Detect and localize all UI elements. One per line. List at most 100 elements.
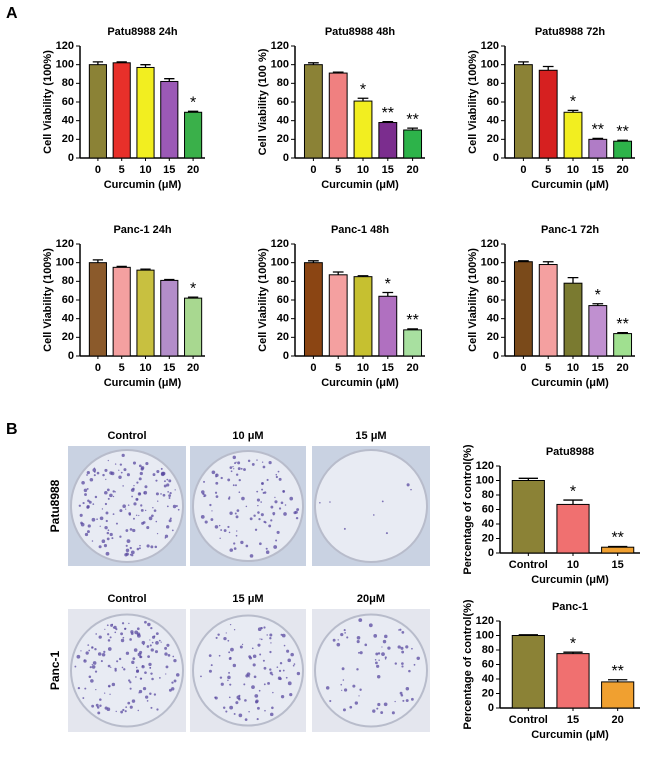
x-axis-label: Curcumin (μM) <box>104 179 182 191</box>
colony <box>220 682 224 686</box>
colony <box>411 647 413 650</box>
colony <box>251 462 255 466</box>
colony <box>239 645 243 649</box>
colony <box>232 465 234 468</box>
colony <box>101 652 106 657</box>
colony <box>259 542 262 546</box>
y-axis-label: Cell Viability (100%) <box>467 248 479 352</box>
colony <box>349 705 353 709</box>
x-tick-label: 15 <box>382 164 394 176</box>
error-bar <box>567 109 579 113</box>
colony <box>139 677 143 680</box>
colony <box>120 638 125 643</box>
error-bar <box>116 265 127 268</box>
x-tick-label: 15 <box>163 164 175 176</box>
colony <box>80 650 82 652</box>
colony <box>287 681 292 686</box>
colony <box>120 471 123 474</box>
error-bar <box>518 634 538 636</box>
colony <box>99 516 104 521</box>
colony <box>381 652 385 656</box>
colony <box>229 511 233 515</box>
bar <box>511 635 545 709</box>
colony <box>340 683 343 686</box>
colony <box>128 512 132 515</box>
colony <box>268 524 272 528</box>
colony <box>262 465 266 469</box>
colony <box>82 501 85 505</box>
colony <box>107 633 110 636</box>
colony <box>82 697 85 699</box>
error-bar <box>518 477 538 481</box>
colony <box>341 667 345 671</box>
colony <box>76 654 81 659</box>
colony <box>261 488 264 491</box>
colony <box>146 526 150 530</box>
y-tick-label: 40 <box>482 518 494 530</box>
colony <box>126 539 131 543</box>
column-label: 10 μM <box>232 430 263 442</box>
colony <box>129 638 132 641</box>
colony <box>101 508 104 510</box>
colony <box>166 525 170 529</box>
bar <box>613 333 633 357</box>
dish <box>314 449 428 563</box>
colony <box>122 485 124 487</box>
colony <box>152 473 156 476</box>
colony <box>166 478 169 481</box>
colony <box>229 656 232 659</box>
colony <box>139 655 143 659</box>
y-axis-label: Cell Viability (100%) <box>42 50 54 154</box>
colony <box>230 470 233 473</box>
significance: * <box>570 635 576 652</box>
colony <box>91 517 96 522</box>
colony <box>148 516 153 521</box>
colony <box>252 654 257 658</box>
colony <box>272 691 274 694</box>
colony <box>142 687 147 691</box>
colony <box>123 668 126 671</box>
colony <box>99 525 101 527</box>
colony <box>215 495 219 498</box>
colony <box>272 511 276 515</box>
colony <box>252 663 256 667</box>
colony <box>111 537 114 540</box>
colony <box>126 473 130 477</box>
colony <box>140 504 143 507</box>
colony <box>147 655 150 658</box>
colony <box>342 708 346 712</box>
colony <box>352 684 356 688</box>
colony <box>130 632 134 635</box>
colony <box>240 540 244 545</box>
y-axis-label: Cell Viability (100 %) <box>257 48 269 155</box>
colony <box>235 701 239 705</box>
x-tick-label: 10 <box>139 164 151 176</box>
bar <box>556 653 590 709</box>
x-tick-label: 5 <box>119 362 125 374</box>
colony <box>227 639 230 642</box>
error-bar <box>617 332 628 334</box>
colony <box>200 675 202 678</box>
colony <box>376 707 379 710</box>
colony <box>156 470 160 474</box>
error-bar <box>563 651 583 654</box>
colony <box>375 661 378 665</box>
x-tick-label: 0 <box>310 362 316 374</box>
colony <box>88 649 91 652</box>
chart-title: Patu8988 72h <box>535 26 606 38</box>
colony <box>228 651 231 654</box>
colony <box>130 550 135 555</box>
y-tick-label: 100 <box>271 257 289 269</box>
x-axis-label: Curcumin (μM) <box>321 179 399 191</box>
colony <box>201 490 205 494</box>
colony <box>115 522 118 525</box>
colony <box>237 461 241 465</box>
colony <box>140 508 144 512</box>
colony <box>264 521 267 524</box>
y-tick-label: 40 <box>62 313 74 325</box>
colony <box>283 512 287 516</box>
column-label: 20μM <box>357 593 385 605</box>
colony <box>332 638 336 642</box>
colony <box>267 681 270 685</box>
colony <box>229 466 233 469</box>
